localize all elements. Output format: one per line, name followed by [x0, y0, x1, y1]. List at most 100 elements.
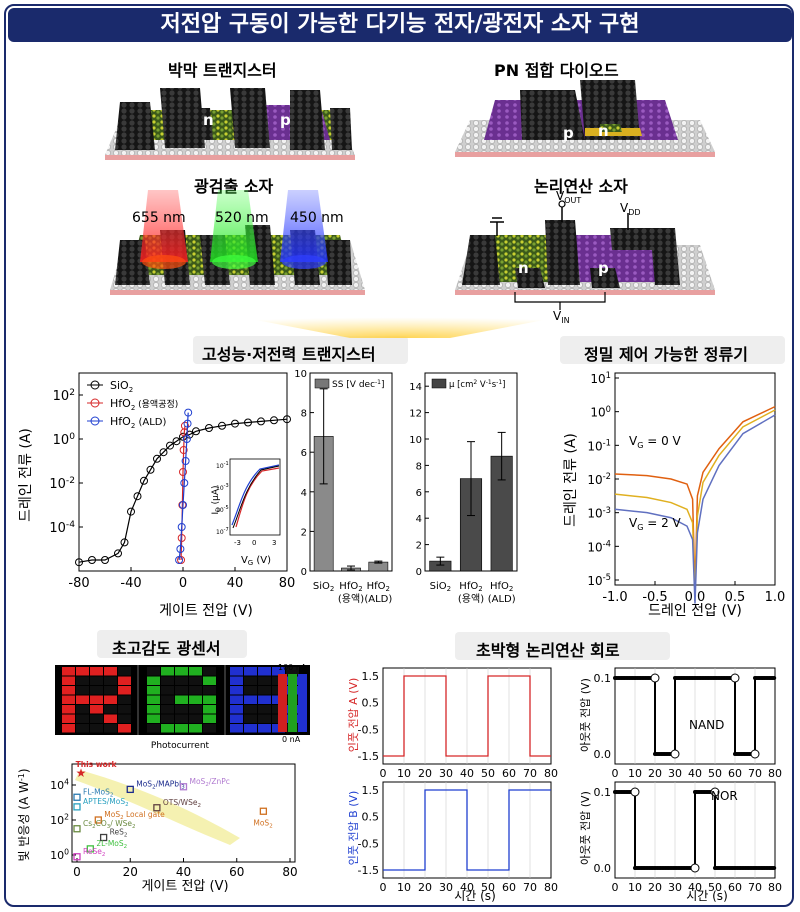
resp-point-label: OTS/WSe2	[163, 798, 201, 809]
transfer-point	[88, 556, 96, 564]
transfer-point	[153, 454, 161, 463]
rgb-pixel-red	[76, 676, 89, 685]
transfer-point	[177, 523, 186, 531]
input-b-ytick-label: -1.5	[358, 864, 379, 877]
rgb-pixel-blue	[272, 667, 285, 676]
ss-legend: SS [V dec-1]	[332, 379, 385, 390]
transfer-point	[179, 468, 187, 476]
rgb-pixel-green	[161, 724, 174, 733]
input-b-xtick-label: 40	[460, 881, 474, 894]
rgb-pixel-blue	[244, 676, 257, 685]
inset-ytick-1: 10-3	[216, 483, 229, 492]
rectifier-xtick-label: 1.0	[765, 590, 786, 605]
nand-point	[772, 676, 777, 680]
rgb-pixel-green	[147, 714, 160, 723]
input-a-xtick-label: 60	[502, 767, 516, 780]
rgb-pixel-red	[104, 705, 117, 714]
nor-xtick-label: 0	[612, 881, 619, 894]
vout-terminal	[558, 200, 566, 208]
mu-ytick-label: 0	[416, 567, 422, 578]
rgb-pixel-red	[90, 705, 103, 714]
transfer-point	[127, 507, 135, 516]
ss-ytick-label: 10	[294, 369, 307, 380]
rgb-pixel-green	[203, 676, 216, 685]
resp-ytick-label: 104	[50, 778, 69, 792]
rgb-pixel-blue	[258, 724, 271, 733]
rgb-pixel-blue	[244, 667, 257, 676]
rectifier-ytick-label: 10-4	[587, 539, 611, 555]
vdd-label: VDD	[620, 201, 641, 217]
rgb-pixel-green	[147, 705, 160, 714]
rectifier-chart: -1.0 -0.5 0.0 0.5 1.010110010-110-210-310-41…	[563, 370, 786, 619]
section-logic-title: 논리연산 소자	[534, 177, 628, 196]
resp-xtick-label: 0	[73, 865, 81, 879]
rgb-pixel-red	[118, 695, 131, 704]
rectifier-xtick-label: 0.5	[725, 590, 746, 605]
nor-open-point	[690, 863, 700, 873]
pn-n-label: n	[598, 122, 609, 140]
transfer-point	[133, 492, 142, 501]
rgb-pixel-green	[175, 686, 188, 695]
tft-p-label: p	[280, 111, 291, 129]
legend-hfo2-sol: HfO	[110, 397, 131, 410]
rgb-pixel-red	[90, 695, 103, 704]
rgb-pixel-blue	[244, 695, 257, 704]
photocurrent-caption: Photocurrent	[151, 741, 210, 751]
rgb-pixel-blue	[286, 667, 299, 676]
transfer-xtick-label: 80	[279, 576, 296, 591]
transfer-point	[184, 408, 193, 417]
rgb-pixel-red	[118, 676, 131, 685]
logic-circuit-pill	[455, 632, 670, 660]
rgb-pixel-red	[90, 676, 103, 685]
nor-xtick-label: 20	[648, 881, 662, 894]
input-b-ytick-label: 1.5	[362, 784, 380, 797]
mu-category-label2: (용액)	[458, 593, 484, 605]
resp-point-label: APTES/MoS2	[83, 797, 129, 808]
section-pn-title: PN 접합 다이오드	[494, 61, 619, 80]
nor-xlabel: 시간 (s)	[686, 889, 728, 903]
transfer-point	[283, 415, 291, 424]
responsivity-ylabel: 빛 반응성 (A W-1)	[17, 768, 31, 861]
transfer-series-line	[78, 418, 288, 563]
input-b-xtick-label: 20	[418, 881, 432, 894]
inset-ytick-3: 10-7	[216, 527, 229, 536]
rgb-pixel-green	[175, 667, 188, 676]
rgb-pixel-green	[175, 676, 188, 685]
section-logic-circuit-title: 초박형 논리연산 회로	[476, 641, 620, 660]
transfer-point	[75, 558, 83, 567]
nor-xtick-label: 80	[768, 881, 782, 894]
transfer-ytick-label: 10-4	[49, 520, 75, 536]
resp-xtick-label: 80	[282, 865, 297, 879]
inset-ylabel: ID (μA)	[211, 485, 222, 514]
rectifier-annotation-vg2: VG = 2 V	[629, 516, 682, 532]
nor-ylabel: 아웃풋 전압 (V)	[579, 791, 592, 865]
ss-category-label2: (용액)	[338, 593, 364, 605]
nand-xtick-label: 50	[708, 767, 722, 780]
rgb-pixel-blue	[258, 676, 271, 685]
rgb-pixel-red	[76, 705, 89, 714]
transfer-series-line	[178, 412, 189, 561]
resp-point-label: MoS2 Local gate	[104, 810, 165, 821]
resp-xtick-label: 40	[176, 865, 191, 879]
rectifier-series-line	[614, 414, 776, 604]
resp-point-label: 2L-MoS2	[96, 839, 127, 850]
resp-point	[73, 803, 81, 811]
input-a-xtick-label: 80	[544, 767, 558, 780]
inset-xlabel: VG (V)	[241, 555, 271, 567]
rgb-pixel-red	[62, 686, 75, 695]
resp-point-label: MoS2/ZnPc	[190, 777, 230, 788]
colorbar-top-label: 100 nA	[278, 663, 307, 672]
input-a-xtick-label: 30	[439, 767, 453, 780]
resp-point-label: Cs2CO3/ WSe2	[83, 819, 136, 830]
sensor-pill	[97, 630, 247, 658]
input-a-xtick-label: 50	[481, 767, 495, 780]
rgb-pixel-green	[189, 705, 202, 714]
rgb-pixel-green	[147, 676, 160, 685]
svg-text:SiO2: SiO2	[110, 379, 133, 394]
mu-category-label: SiO2	[430, 581, 451, 593]
nor-xtick-label: 50	[708, 881, 722, 894]
nand-label: NAND	[689, 718, 724, 732]
resp-point	[99, 833, 108, 842]
section-tft-title: 박막 트랜지스터	[168, 61, 277, 80]
hp-tft-pill	[193, 336, 408, 364]
